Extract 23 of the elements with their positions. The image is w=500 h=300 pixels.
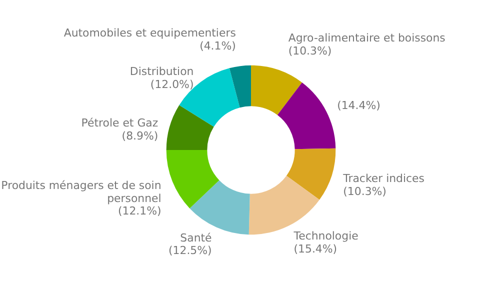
data-label: (12.5%)	[168, 244, 212, 258]
slice-label: Agro-alimentaire et boissons	[288, 32, 446, 45]
slice-label: Produits ménagers et de soin personnel	[1, 178, 162, 205]
donut-slice	[286, 148, 336, 200]
donut-slice	[250, 65, 302, 116]
donut-slice	[229, 65, 251, 108]
data-label: (14.4%)	[337, 99, 380, 112]
slice-label: Technologie	[292, 230, 359, 243]
data-label: (12.1%)	[118, 204, 162, 218]
data-label: (8.9%)	[122, 129, 158, 142]
data-label: (10.3%)	[343, 184, 386, 198]
slice-label: Santé	[180, 231, 212, 244]
slice-label: Automobiles et equipementiers	[64, 26, 236, 40]
slice-label: Pétrole et Gaz	[81, 116, 158, 130]
data-label: (10.3%)	[288, 44, 332, 58]
donut-slice	[166, 150, 220, 208]
donut-slice	[166, 105, 214, 150]
data-label: (12.0%)	[150, 78, 194, 92]
slice-label: Distribution	[130, 65, 194, 78]
data-label: (4.1%)	[200, 39, 236, 52]
slice-label: Tracker indices	[342, 172, 425, 185]
donut-slice	[277, 82, 336, 150]
data-label: (15.4%)	[294, 242, 338, 256]
